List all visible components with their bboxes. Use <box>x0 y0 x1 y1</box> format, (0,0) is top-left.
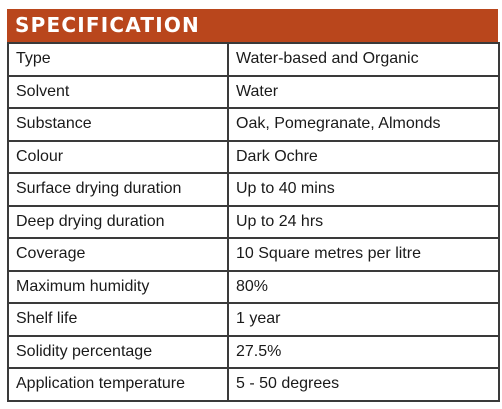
table-row: Application temperature 5 - 50 degrees <box>7 367 500 402</box>
table-row: Type Water-based and Organic <box>7 42 500 77</box>
spec-key: Maximum humidity <box>7 269 229 304</box>
spec-key: Application temperature <box>7 367 229 402</box>
spec-key: Coverage <box>7 237 229 272</box>
spec-value: Oak, Pomegranate, Almonds <box>227 107 500 142</box>
spec-value: Up to 24 hrs <box>227 204 500 239</box>
spec-grid: Type Water-based and Organic Solvent Wat… <box>7 42 500 402</box>
table-row: Solidity percentage 27.5% <box>7 334 500 369</box>
table-row: Deep drying duration Up to 24 hrs <box>7 204 500 239</box>
spec-key: Deep drying duration <box>7 204 229 239</box>
spec-value: 80% <box>227 269 500 304</box>
spec-key: Solvent <box>7 74 229 109</box>
spec-key: Type <box>7 42 229 77</box>
table-row: Coverage 10 Square metres per litre <box>7 237 500 272</box>
table-row: Substance Oak, Pomegranate, Almonds <box>7 107 500 142</box>
specification-table: SPECIFICATION Type Water-based and Organ… <box>7 9 500 402</box>
table-row: Colour Dark Ochre <box>7 139 500 174</box>
spec-value: Up to 40 mins <box>227 172 500 207</box>
spec-value: 10 Square metres per litre <box>227 237 500 272</box>
specification-title: SPECIFICATION <box>7 9 498 42</box>
spec-key: Surface drying duration <box>7 172 229 207</box>
spec-key: Solidity percentage <box>7 334 229 369</box>
spec-key: Shelf life <box>7 302 229 337</box>
spec-key: Colour <box>7 139 229 174</box>
table-row: Surface drying duration Up to 40 mins <box>7 172 500 207</box>
spec-value: Dark Ochre <box>227 139 500 174</box>
table-row: Maximum humidity 80% <box>7 269 500 304</box>
table-row: Solvent Water <box>7 74 500 109</box>
spec-value: 5 - 50 degrees <box>227 367 500 402</box>
spec-key: Substance <box>7 107 229 142</box>
table-row: Shelf life 1 year <box>7 302 500 337</box>
spec-value: 1 year <box>227 302 500 337</box>
spec-value: Water <box>227 74 500 109</box>
spec-value: 27.5% <box>227 334 500 369</box>
spec-value: Water-based and Organic <box>227 42 500 77</box>
